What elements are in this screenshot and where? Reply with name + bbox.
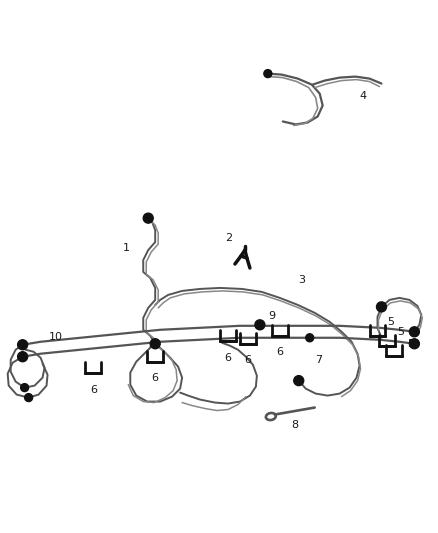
Circle shape bbox=[143, 213, 153, 223]
Circle shape bbox=[294, 376, 304, 385]
Text: 8: 8 bbox=[291, 421, 298, 431]
Text: 6: 6 bbox=[224, 353, 231, 363]
Text: 6: 6 bbox=[276, 347, 283, 357]
Text: 2: 2 bbox=[225, 233, 232, 243]
Circle shape bbox=[410, 327, 419, 337]
Text: 6: 6 bbox=[152, 373, 159, 383]
Text: 6: 6 bbox=[90, 385, 97, 394]
Circle shape bbox=[18, 352, 28, 362]
Circle shape bbox=[150, 339, 160, 349]
Circle shape bbox=[255, 320, 265, 330]
Circle shape bbox=[264, 70, 272, 78]
Circle shape bbox=[377, 302, 386, 312]
Text: 4: 4 bbox=[360, 91, 367, 101]
Text: 1: 1 bbox=[123, 243, 130, 253]
Text: 10: 10 bbox=[49, 332, 63, 342]
Text: 6: 6 bbox=[244, 354, 251, 365]
Text: 5: 5 bbox=[397, 327, 404, 337]
Circle shape bbox=[306, 334, 314, 342]
Text: 5: 5 bbox=[407, 339, 414, 349]
Circle shape bbox=[18, 340, 28, 350]
Circle shape bbox=[410, 339, 419, 349]
Text: 7: 7 bbox=[314, 354, 322, 365]
Text: 5: 5 bbox=[388, 317, 395, 327]
Circle shape bbox=[21, 384, 28, 392]
Circle shape bbox=[25, 393, 32, 401]
Text: 3: 3 bbox=[298, 275, 305, 285]
Text: 9: 9 bbox=[268, 311, 275, 321]
